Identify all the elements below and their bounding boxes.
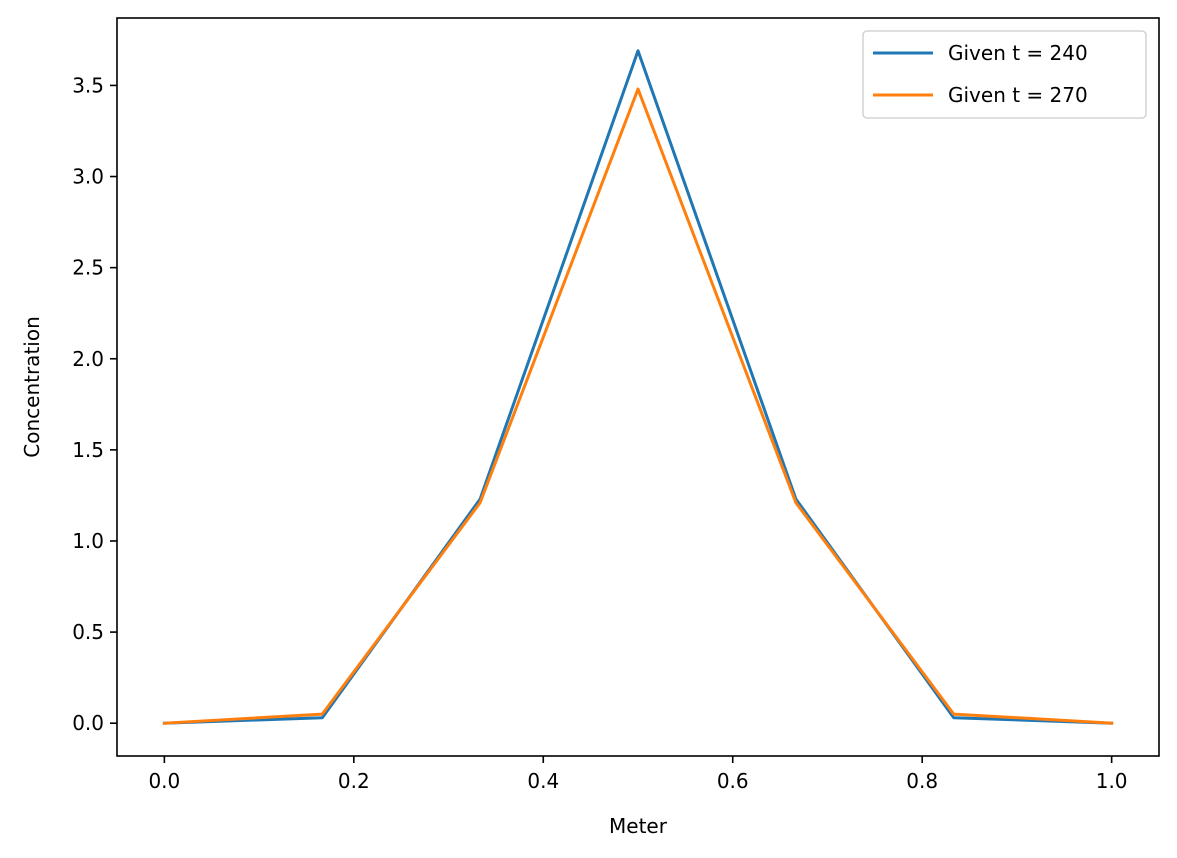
- x-tick-label: 0.4: [527, 769, 559, 793]
- y-tick-label: 2.0: [72, 347, 104, 371]
- x-tick-label: 0.2: [338, 769, 370, 793]
- x-tick-label: 0.8: [906, 769, 938, 793]
- legend-label-series-2: Given t = 270: [948, 83, 1088, 107]
- plot-area: [117, 18, 1159, 756]
- y-tick-label: 0.5: [72, 620, 104, 644]
- series-line-2: [162, 87, 1114, 725]
- series-layer: [162, 49, 1114, 725]
- y-axis-label: Concentration: [20, 316, 44, 457]
- y-tick-label: 3.5: [72, 73, 104, 97]
- y-tick-label: 2.5: [72, 256, 104, 280]
- plot-frame: [116, 17, 1160, 757]
- legend-box: [862, 30, 1147, 119]
- series-line-1: [162, 49, 1114, 725]
- y-tick-label: 0.0: [72, 711, 104, 735]
- x-tick-label: 1.0: [1096, 769, 1128, 793]
- y-tick-label: 3.0: [72, 165, 104, 189]
- y-tick-label: 1.0: [72, 529, 104, 553]
- x-axis-label: Meter: [609, 814, 668, 838]
- x-ticks: 0.0 0.2 0.4 0.6 0.8 1.0: [148, 756, 1128, 793]
- y-tick-label: 1.5: [72, 438, 104, 462]
- legend: Given t = 240 Given t = 270: [862, 30, 1147, 119]
- x-tick-label: 0.6: [717, 769, 749, 793]
- y-ticks: 0.0 0.5 1.0 1.5 2.0 2.5 3.0 3.5: [72, 73, 117, 735]
- legend-label-series-1: Given t = 240: [948, 41, 1088, 65]
- x-tick-label: 0.0: [148, 769, 180, 793]
